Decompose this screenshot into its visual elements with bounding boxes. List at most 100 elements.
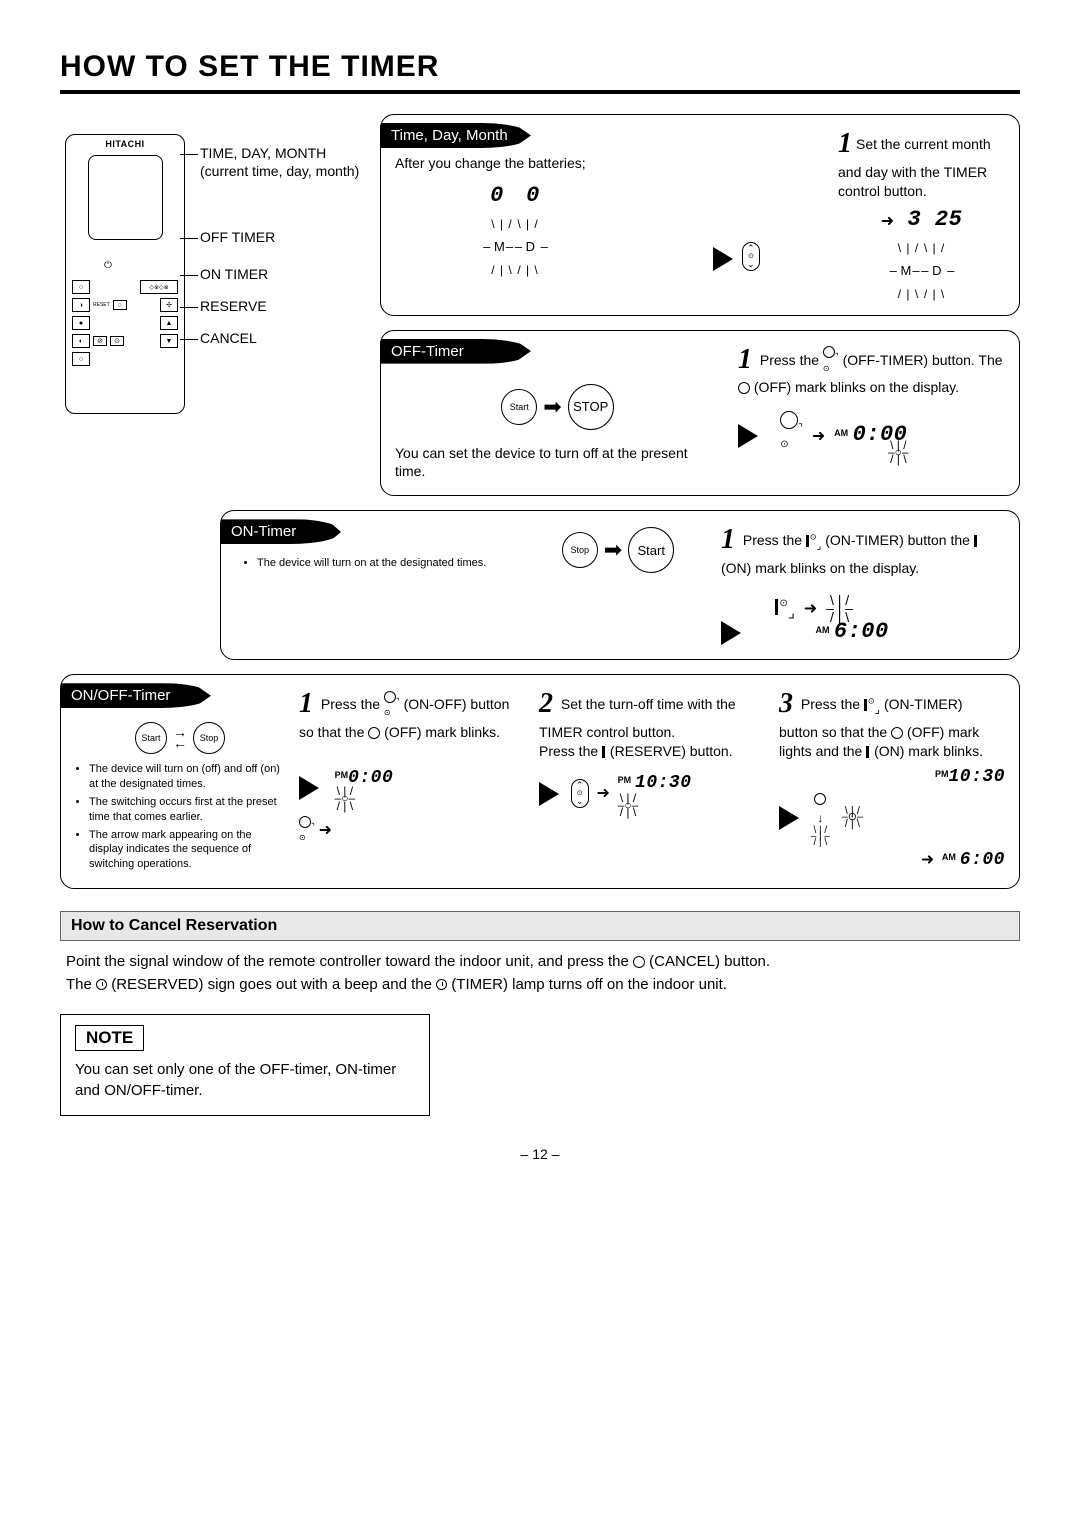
on-bullet: The device will turn on at the designate… <box>257 556 515 571</box>
remote-screen <box>88 155 163 240</box>
ampm: AM <box>942 852 956 862</box>
step-1-icon: 1 <box>721 524 735 555</box>
blink-icon: \ | /–○–/ | \ <box>618 795 639 817</box>
header-off: OFF-Timer <box>381 339 531 364</box>
sun-icon: \ | /–⊙–/ | \ <box>842 808 863 828</box>
s2c: (RESERVE) button. <box>610 743 733 759</box>
note-label: NOTE <box>75 1025 144 1051</box>
arrow-sm-icon: ➜ <box>319 822 332 839</box>
arrow-icon <box>738 424 758 448</box>
arrow-icon <box>721 621 741 645</box>
note-section: NOTE You can set only one of the OFF-tim… <box>60 1014 430 1116</box>
arrow-icon: ➡ <box>604 537 622 563</box>
card-onoff-timer: ON/OFF-Timer Start →← Stop The device wi… <box>60 674 1020 889</box>
s3d: (ON) mark blinks. <box>874 743 983 759</box>
clock-icon <box>96 979 107 990</box>
on-time: 6:00 <box>834 619 889 644</box>
cancel-line1b: (CANCEL) button. <box>649 953 770 970</box>
s2-time: 10:30 <box>635 773 692 793</box>
s2a: Set the turn-off time with the TIMER con… <box>539 696 736 740</box>
blink-icon: \ | /– | –/ | \ <box>826 596 853 621</box>
on-r2: (ON-TIMER) button the <box>825 532 970 548</box>
card-on-timer: ON-Timer The device will turn on at the … <box>220 510 1020 660</box>
callout-labels: TIME, DAY, MONTH (current time, day, mon… <box>200 144 370 355</box>
on-timer-icon: ⊙⌟ <box>775 597 794 617</box>
header-onoff: ON/OFF-Timer <box>61 683 211 708</box>
remote-column: HITACHI ⏻ ○◇※◇※ ◑RESET○✢ ●▲ ◐⊘⊙▼ ○ TIME,… <box>60 114 370 510</box>
s1a: Press the <box>321 696 380 712</box>
off-bottom-text: You can set the device to turn off at th… <box>395 444 720 482</box>
onoff-bullet: The arrow mark appearing on the display … <box>89 828 285 873</box>
header-tdm: Time, Day, Month <box>381 123 531 148</box>
s3-time-bot: 6:00 <box>960 850 1005 870</box>
on-r1: Press the <box>743 532 802 548</box>
disp-date: 3 25 <box>907 207 962 232</box>
disp-month-0: 0 <box>490 183 504 208</box>
callout-time-day-month: TIME, DAY, MONTH (current time, day, mon… <box>200 145 359 179</box>
stop-btn-icon: Stop <box>193 722 225 754</box>
on-timer-icon: ⊙⌟ <box>806 532 821 548</box>
stop-btn-icon: Stop <box>562 532 598 568</box>
start-btn-icon: Start <box>628 527 674 573</box>
on-bar-icon <box>974 535 977 547</box>
cards-column: Time, Day, Month After you change the ba… <box>380 114 1020 510</box>
step-1-icon: 1 <box>838 128 852 159</box>
s1-time: 0:00 <box>348 768 393 788</box>
start-btn-icon: Start <box>135 722 167 754</box>
start-btn-icon: Start <box>501 389 537 425</box>
s3-time-top: 10:30 <box>948 767 1005 787</box>
page-title: HOW TO SET THE TIMER <box>60 50 1020 94</box>
on-bar-icon <box>866 746 869 758</box>
on-bar-icon <box>602 746 605 758</box>
card-off-timer: OFF-Timer Start ➡ STOP You can set the d… <box>380 330 1020 497</box>
updown-icon: ⌃⊙⌄ <box>571 779 589 808</box>
reset-label: RESET <box>93 302 110 308</box>
onoff-bullet: The device will turn on (off) and off (o… <box>89 762 285 792</box>
circle-icon <box>738 382 750 394</box>
m-label2: M <box>901 263 913 278</box>
off-r1: Press the <box>760 352 819 368</box>
ampm: PM <box>935 769 949 779</box>
card-time-day-month: Time, Day, Month After you change the ba… <box>380 114 1020 316</box>
circle-icon <box>814 793 826 805</box>
cancel-line2b: (RESERVED) sign goes out with a beep and… <box>111 976 432 993</box>
arrow-icon <box>539 782 559 806</box>
s1c: (OFF) mark blinks. <box>384 724 500 740</box>
d-label2: D <box>932 263 942 278</box>
callout-cancel: CANCEL <box>200 330 257 346</box>
circle-icon <box>891 727 903 739</box>
arrow-sm-icon: ➜ <box>921 852 934 869</box>
off-timer-icon: ⌝⊙ <box>823 346 839 372</box>
arrow-sm-icon: ➜ <box>596 785 609 802</box>
arrow-icon <box>299 776 319 800</box>
arrow-icon: ➡ <box>543 394 561 420</box>
arrow-icon <box>779 806 799 830</box>
note-body: You can set only one of the OFF-timer, O… <box>75 1059 415 1101</box>
off-timer-icon: ⌝⊙ <box>384 691 400 717</box>
ampm: AM <box>815 625 829 635</box>
s2b: Press the <box>539 743 598 759</box>
clock-icon <box>436 979 447 990</box>
ampm: PM <box>618 775 632 785</box>
cancel-line1a: Point the signal window of the remote co… <box>66 953 629 970</box>
off-r2: (OFF-TIMER) button. The <box>843 352 1003 368</box>
power-icon: ⏻ <box>104 260 112 271</box>
d-label: D <box>526 239 536 254</box>
double-arrow-icon: →← <box>173 727 187 749</box>
arrow-sm-icon: ➜ <box>812 428 825 445</box>
on-timer-icon: ⊙⌟ <box>864 696 880 712</box>
off-r3: (OFF) mark blinks on the display. <box>754 379 959 395</box>
s3a: Press the <box>801 696 860 712</box>
arrow-sm-icon: ➜ <box>804 601 817 618</box>
cancel-line2c: (TIMER) lamp turns off on the indoor uni… <box>451 976 727 993</box>
blink-icon: \ | /–○–/ | \ <box>335 788 356 810</box>
circle-icon <box>368 727 380 739</box>
cancel-section: How to Cancel Reservation Point the sign… <box>60 911 1020 1006</box>
step-3-icon: 3 <box>779 688 793 719</box>
arrow-sm-icon: ➜ <box>881 212 894 229</box>
ampm: AM <box>834 428 848 438</box>
ampm: PM <box>335 770 349 780</box>
on-r3: (ON) mark blinks on the display. <box>721 560 919 576</box>
disp-day-0: 0 <box>526 183 540 208</box>
onoff-bullets: The device will turn on (off) and off (o… <box>75 762 285 872</box>
